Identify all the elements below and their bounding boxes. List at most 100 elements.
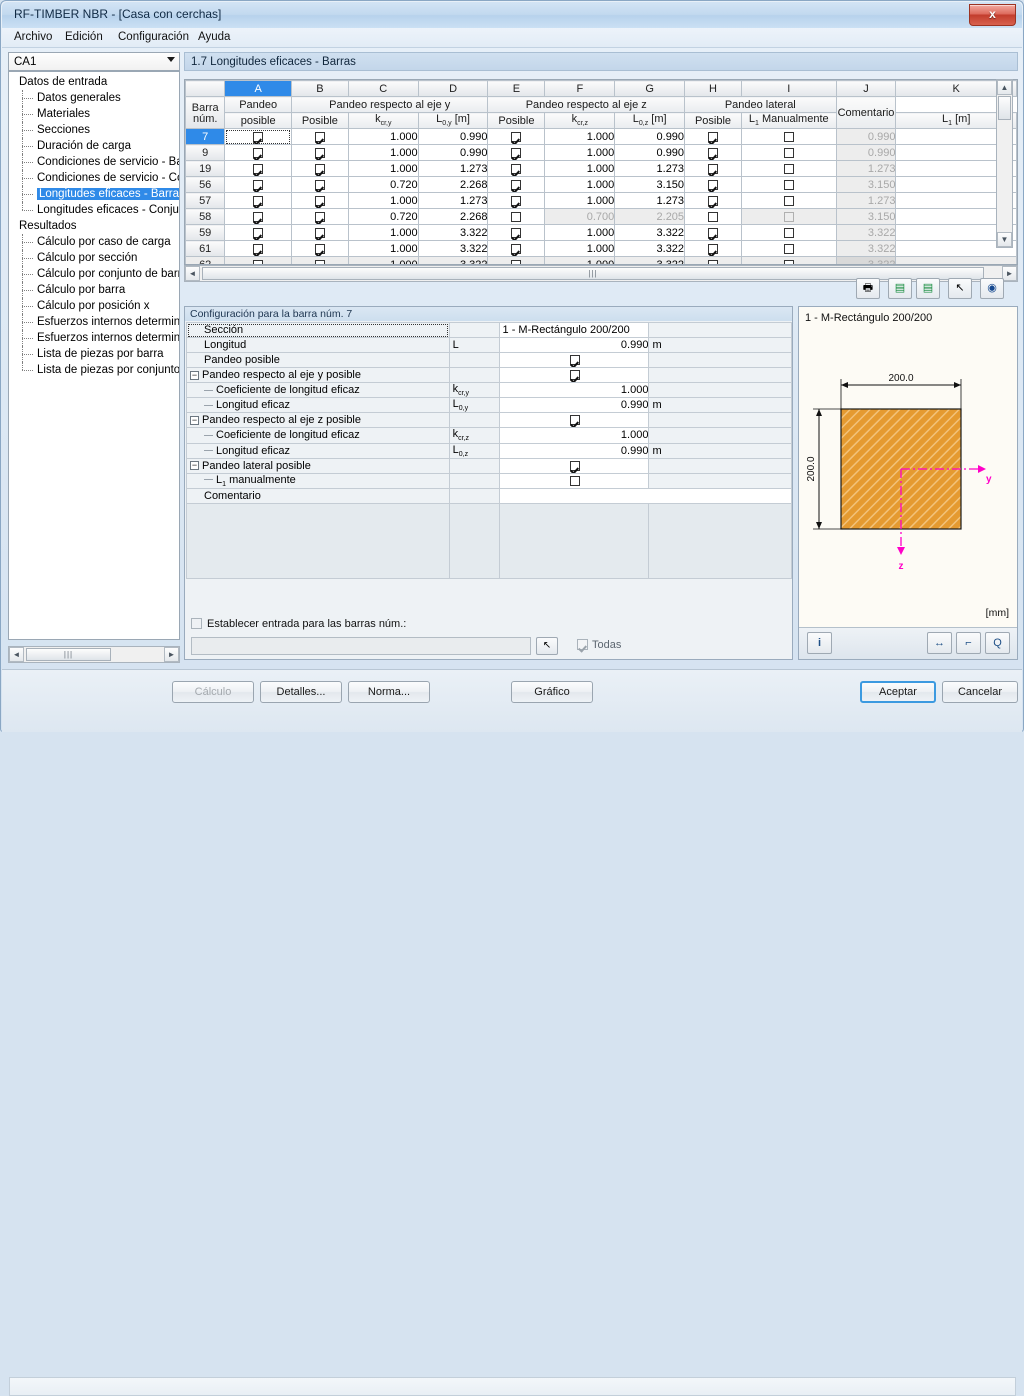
detail-row[interactable]: Sección 1 - M-Rectángulo 200/200 bbox=[186, 322, 792, 338]
checkbox-icon[interactable] bbox=[783, 211, 794, 222]
detail-value[interactable]: 0.990 bbox=[498, 337, 650, 353]
cell-l1[interactable]: 3.322 bbox=[835, 224, 897, 241]
table-scroll-thumb[interactable] bbox=[998, 96, 1011, 120]
checkbox-icon[interactable] bbox=[314, 163, 325, 174]
checkbox-icon[interactable] bbox=[314, 211, 325, 222]
column-header-E[interactable]: E bbox=[487, 80, 546, 97]
checkbox-icon[interactable] bbox=[511, 131, 522, 142]
checkbox-icon[interactable] bbox=[511, 179, 522, 190]
sidebar-item-1[interactable]: Datos generales bbox=[9, 90, 179, 106]
cell-y-posible[interactable] bbox=[290, 176, 349, 193]
sidebar-item-9[interactable]: Resultados bbox=[9, 218, 179, 234]
cell-pandeo-posible[interactable] bbox=[224, 176, 292, 193]
print-icon[interactable]: 🖶 bbox=[856, 278, 880, 299]
cell-z-posible[interactable] bbox=[487, 144, 546, 161]
navigation-tree[interactable]: Datos de entrada Datos generales Materiale… bbox=[8, 71, 180, 640]
cell-l1-manual[interactable] bbox=[740, 240, 837, 257]
checkbox-icon[interactable] bbox=[570, 355, 581, 366]
sidebar-item-6[interactable]: Condiciones de servicio - Conjunto bbox=[9, 170, 179, 186]
cell-kcry[interactable]: 1.000 bbox=[347, 128, 419, 145]
pick-bars-icon[interactable]: ↖ bbox=[536, 637, 558, 655]
column-header-A[interactable]: A bbox=[224, 80, 292, 97]
sidebar-item-5[interactable]: Condiciones de servicio - Barras bbox=[9, 154, 179, 170]
table-horizontal-scrollbar[interactable]: ◄ ||| ► bbox=[184, 265, 1018, 282]
cell-lateral-posible[interactable] bbox=[684, 208, 742, 225]
checkbox-icon[interactable] bbox=[511, 243, 522, 254]
cell-l1[interactable]: 0.990 bbox=[835, 128, 897, 145]
cell-y-posible[interactable] bbox=[290, 256, 349, 264]
checkbox-icon[interactable] bbox=[253, 259, 264, 264]
detalles-button[interactable]: Detalles... bbox=[260, 681, 342, 703]
row-header[interactable]: 58 bbox=[185, 208, 226, 225]
aceptar-button[interactable]: Aceptar bbox=[860, 681, 936, 703]
sidebar-item-14[interactable]: Cálculo por posición x bbox=[9, 298, 179, 314]
cell-kcrz[interactable]: 1.000 bbox=[544, 240, 616, 257]
set-entry-checkbox[interactable] bbox=[191, 618, 202, 629]
checkbox-icon[interactable] bbox=[570, 415, 581, 426]
checkbox-icon[interactable] bbox=[783, 195, 794, 206]
detail-row[interactable]: Longitud eficaz L0,y 0.990 m bbox=[186, 397, 792, 414]
checkbox-icon[interactable] bbox=[708, 131, 719, 142]
scroll-down-icon[interactable]: ▼ bbox=[997, 232, 1012, 247]
cell-l0z[interactable]: 2.205 bbox=[614, 208, 686, 225]
table-row[interactable]: 7 1.000 0.990 1.000 0.990 0.990 bbox=[185, 128, 1017, 145]
menu-ayuda[interactable]: Ayuda bbox=[198, 31, 231, 43]
cell-pandeo-posible[interactable] bbox=[224, 256, 292, 264]
scroll-up-icon[interactable]: ▲ bbox=[997, 80, 1012, 95]
checkbox-icon[interactable] bbox=[253, 243, 264, 254]
sidebar-item-17[interactable]: Lista de piezas por barra bbox=[9, 346, 179, 362]
checkbox-icon[interactable] bbox=[783, 131, 794, 142]
checkbox-icon[interactable] bbox=[511, 211, 522, 222]
cell-l0z[interactable]: 1.273 bbox=[614, 160, 686, 177]
cell-l1-manual[interactable] bbox=[740, 224, 837, 241]
checkbox-icon[interactable] bbox=[708, 179, 719, 190]
checkbox-icon[interactable] bbox=[570, 460, 581, 471]
table-vertical-scrollbar[interactable]: ▲ ▼ bbox=[996, 79, 1013, 248]
dimension-x-icon[interactable]: ↔ bbox=[927, 632, 952, 654]
cell-z-posible[interactable] bbox=[487, 208, 546, 225]
cell-y-posible[interactable] bbox=[290, 192, 349, 209]
checkbox-icon[interactable] bbox=[253, 147, 264, 158]
cell-kcry[interactable]: 1.000 bbox=[347, 144, 419, 161]
checkbox-icon[interactable] bbox=[314, 131, 325, 142]
sidebar-item-4[interactable]: Duración de carga bbox=[9, 138, 179, 154]
detail-value[interactable] bbox=[498, 472, 650, 489]
cell-l0y[interactable]: 0.990 bbox=[417, 128, 489, 145]
sidebar-item-3[interactable]: Secciones bbox=[9, 122, 179, 138]
sidebar-item-15[interactable]: Esfuerzos internos determinantes bbox=[9, 314, 179, 330]
sidebar-item-12[interactable]: Cálculo por conjunto de barras bbox=[9, 266, 179, 282]
cell-l1[interactable]: 3.322 bbox=[835, 256, 897, 264]
cell-l1-manual[interactable] bbox=[740, 144, 837, 161]
checkbox-icon[interactable] bbox=[511, 259, 522, 264]
checkbox-icon[interactable] bbox=[314, 147, 325, 158]
cell-z-posible[interactable] bbox=[487, 240, 546, 257]
checkbox-icon[interactable] bbox=[253, 131, 264, 142]
table-row[interactable]: 9 1.000 0.990 1.000 0.990 0.990 bbox=[185, 144, 1017, 161]
cell-kcry[interactable]: 1.000 bbox=[347, 240, 419, 257]
view-icon[interactable]: ◉ bbox=[980, 278, 1004, 299]
cell-pandeo-posible[interactable] bbox=[224, 240, 292, 257]
checkbox-icon[interactable] bbox=[511, 147, 522, 158]
checkbox-icon[interactable] bbox=[708, 147, 719, 158]
cell-l0z[interactable]: 0.990 bbox=[614, 128, 686, 145]
cell-l1[interactable]: 3.150 bbox=[835, 208, 897, 225]
detail-row[interactable]: Longitud eficaz L0,z 0.990 m bbox=[186, 442, 792, 459]
sidebar-item-13[interactable]: Cálculo por barra bbox=[9, 282, 179, 298]
checkbox-icon[interactable] bbox=[314, 227, 325, 238]
detail-value[interactable] bbox=[498, 412, 650, 429]
cell-comentario[interactable] bbox=[895, 144, 1017, 161]
cell-lateral-posible[interactable] bbox=[684, 192, 742, 209]
checkbox-icon[interactable] bbox=[783, 227, 794, 238]
cell-z-posible[interactable] bbox=[487, 128, 546, 145]
expander-icon[interactable]: − bbox=[190, 369, 199, 380]
checkbox-icon[interactable] bbox=[783, 147, 794, 158]
pick-bars-icon[interactable]: ↖ bbox=[948, 278, 972, 299]
detail-value[interactable] bbox=[498, 352, 650, 368]
cell-pandeo-posible[interactable] bbox=[224, 128, 292, 145]
expander-icon[interactable]: − bbox=[190, 414, 199, 425]
cell-kcrz[interactable]: 1.000 bbox=[544, 192, 616, 209]
cell-l0y[interactable]: 2.268 bbox=[417, 176, 489, 193]
checkbox-icon[interactable] bbox=[511, 227, 522, 238]
checkbox-icon[interactable] bbox=[314, 243, 325, 254]
cell-comentario[interactable] bbox=[895, 128, 1017, 145]
